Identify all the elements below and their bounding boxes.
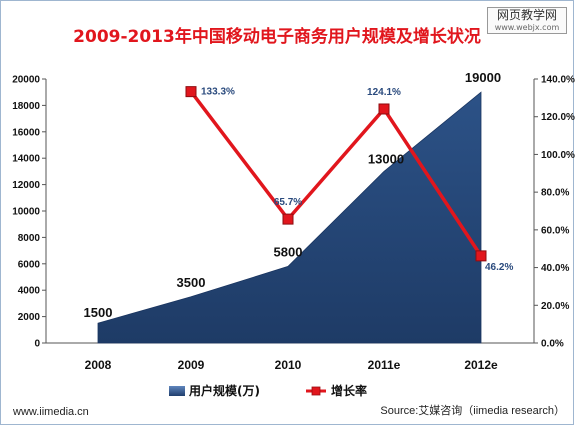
watermark-url: www.webjx.com [494,23,560,32]
left-axis-tick-label: 12000 [12,180,40,191]
left-axis-tick-label: 16000 [12,127,40,138]
growth-rate-label: 46.2% [485,262,513,273]
left-axis-tick-label: 10000 [12,207,40,218]
legend-label-growth: 增长率 [331,383,367,398]
area-data-label: 1500 [84,305,113,320]
growth-rate-label: 65.7% [274,197,302,208]
area-data-label: 19000 [465,70,501,85]
legend-label-user-scale: 用户规模(万) [188,383,260,398]
right-axis-tick-label: 20.0% [541,301,569,312]
chart-title: 2009-2013年中国移动电子商务用户规模及增长状况 [73,26,481,47]
right-axis-tick-label: 120.0% [541,112,575,123]
category-label: 2010 [275,358,302,372]
right-axis-tick-label: 40.0% [541,263,569,274]
growth-rate-marker [378,103,390,115]
legend-swatch-user-scale [169,386,185,396]
left-axis-tick-label: 14000 [12,154,40,165]
growth-rate-marker [185,86,197,98]
growth-rate-marker [475,250,487,262]
area-data-label: 13000 [368,151,404,166]
right-axis-tick-label: 100.0% [541,150,575,161]
watermark-badge: 网页教学网 www.webjx.com [487,7,567,34]
category-label: 2008 [85,358,112,372]
area-data-label: 5800 [274,244,303,259]
footer-source: Source:艾媒咨询（iimedia research） [380,405,565,417]
right-axis-tick-label: 60.0% [541,225,569,236]
area-user-scale [97,91,482,344]
category-label: 2009 [178,358,205,372]
left-axis-tick-label: 8000 [18,233,41,244]
left-axis-tick-label: 6000 [18,259,41,270]
right-axis-tick-label: 80.0% [541,188,569,199]
growth-rate-label: 124.1% [367,87,401,98]
growth-rate-label: 133.3% [201,87,235,98]
legend: 用户规模(万) 增长率 [169,383,367,398]
legend-marker-growth [311,386,321,396]
watermark-title: 网页教学网 [496,8,557,22]
area-data-label: 3500 [177,275,206,290]
left-axis-tick-label: 2000 [18,312,41,323]
category-label: 2011e [368,358,401,372]
left-axis-tick-label: 0 [34,339,40,350]
growth-rate-marker [282,213,294,225]
footer-website: www.iimedia.cn [13,406,89,418]
right-axis-tick-label: 0.0% [541,339,564,350]
left-axis-tick-label: 4000 [18,286,41,297]
left-axis-tick-label: 20000 [12,75,40,86]
plot-layer: 0 2000 4000 6000 8000 10000 12000 14000 16000 180… [12,70,575,372]
left-axis-tick-label: 18000 [12,101,40,112]
line-growth-rate [189,90,483,257]
right-axis-tick-label: 140.0% [541,75,575,86]
category-label: 2012e [464,358,498,372]
